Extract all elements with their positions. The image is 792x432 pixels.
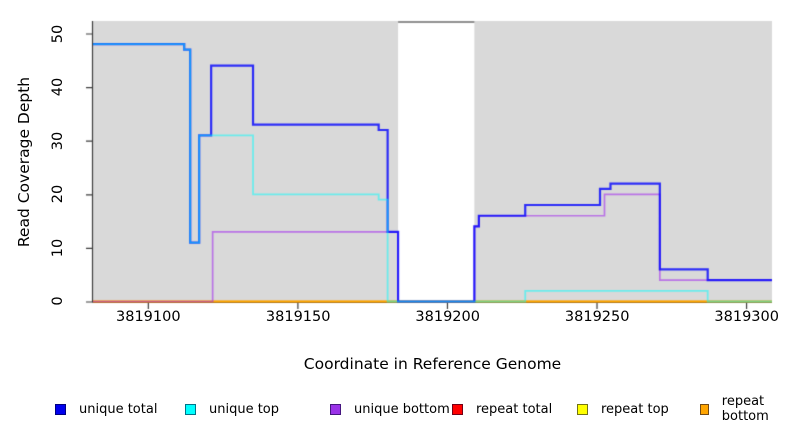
- legend-label: unique bottom: [354, 401, 450, 417]
- legend-item-repeat-total: repeat total: [452, 399, 552, 419]
- legend-label: unique top: [209, 401, 280, 417]
- y-tick-label-40: 40: [50, 77, 66, 97]
- legend-label: repeat total: [476, 401, 553, 417]
- legend-item-unique-top: unique top: [185, 399, 279, 419]
- coverage-plot-canvas: [0, 0, 792, 352]
- legend-item-repeat-bottom: repeat bottom: [700, 394, 792, 424]
- x-tick-label-3819100: 3819100: [116, 309, 181, 325]
- legend-label: repeat bottom: [721, 394, 769, 424]
- legend-item-repeat-top: repeat top: [577, 399, 669, 419]
- repeat-top-swatch-icon: [577, 403, 588, 415]
- legend-item-unique-total: unique total: [55, 399, 157, 419]
- legend: unique total unique top unique bottom re…: [0, 394, 792, 424]
- y-tick-label-30: 30: [50, 131, 66, 150]
- x-tick-label-3819150: 3819150: [265, 309, 331, 325]
- legend-item-unique-bottom: unique bottom: [330, 399, 450, 419]
- y-tick-label-10: 10: [50, 238, 66, 258]
- y-tick-label-20: 20: [50, 185, 66, 204]
- unique-total-swatch-icon: [55, 403, 66, 415]
- x-tick-label-3819250: 3819250: [564, 309, 630, 325]
- repeat-bottom-swatch-icon: [700, 403, 709, 415]
- legend-label: unique total: [79, 401, 158, 417]
- unique-top-swatch-icon: [185, 403, 196, 415]
- unique-bottom-swatch-icon: [330, 403, 341, 415]
- y-tick-label-0: 0: [50, 296, 66, 306]
- x-tick-label-3819200: 3819200: [415, 309, 480, 325]
- repeat-total-swatch-icon: [452, 403, 463, 415]
- x-axis-title: Coordinate in Reference Genome: [303, 355, 562, 373]
- y-tick-label-50: 50: [50, 24, 66, 43]
- x-tick-label-3819300: 3819300: [714, 309, 779, 325]
- y-axis-title: Read Coverage Depth: [15, 76, 33, 248]
- legend-label: repeat top: [601, 401, 669, 417]
